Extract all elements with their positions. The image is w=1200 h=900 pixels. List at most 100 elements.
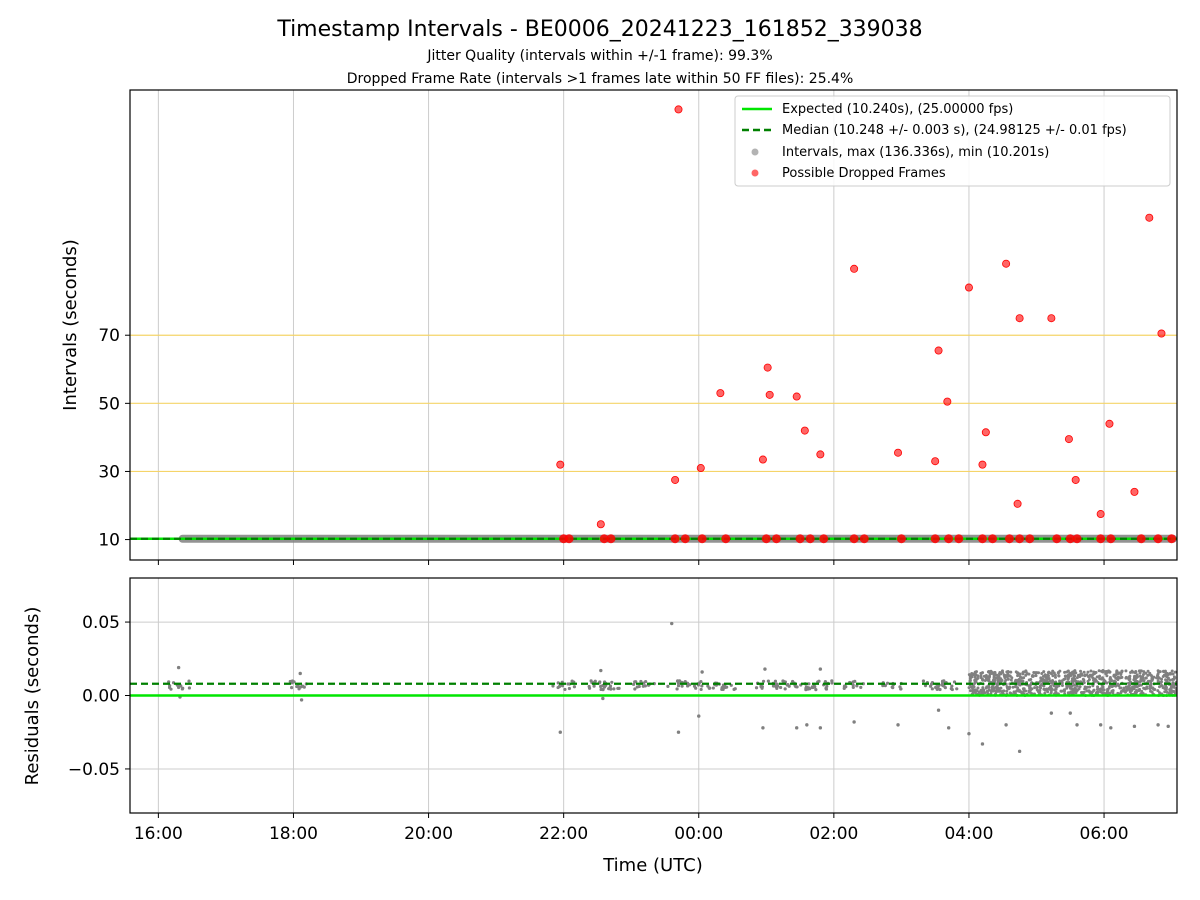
- residual-point: [1003, 673, 1007, 677]
- dropped-frame-point: [671, 475, 680, 484]
- residual-point: [1124, 675, 1128, 679]
- residual-point: [298, 671, 302, 676]
- residual-point: [634, 680, 638, 684]
- residual-point: [1138, 680, 1142, 684]
- dropped-frame-point: [758, 455, 767, 464]
- residual-point: [1017, 682, 1021, 686]
- residual-point: [1165, 690, 1169, 694]
- dropped-frame-point: [981, 428, 990, 437]
- residual-point: [1171, 672, 1175, 676]
- residual-point: [1063, 674, 1067, 678]
- residual-point: [1170, 669, 1174, 673]
- bottom-panel-ylabel: Residuals (seconds): [22, 607, 43, 786]
- legend-intervals-label: Intervals, max (136.336s), min (10.201s): [782, 145, 1049, 160]
- residual-point: [1097, 669, 1101, 673]
- residual-point: [1016, 686, 1020, 690]
- residual-point: [1017, 688, 1021, 692]
- residual-point: [973, 675, 977, 679]
- residual-point: [1071, 677, 1075, 681]
- residual-point: [1071, 670, 1075, 674]
- residual-point: [644, 680, 648, 684]
- dropped-frame-point: [894, 448, 903, 457]
- dropped-frame-point: [1052, 534, 1062, 544]
- residual-point: [1100, 676, 1104, 680]
- residual-point: [1172, 683, 1176, 687]
- residual-point: [1174, 686, 1177, 690]
- dropped-frame-point: [1013, 499, 1022, 508]
- residual-point: [1035, 688, 1039, 692]
- residual-point: [997, 676, 1001, 680]
- dropped-frame-point: [944, 534, 954, 544]
- dropped-frame-point: [670, 534, 680, 544]
- residual-point: [1155, 676, 1159, 680]
- residual-point: [774, 684, 778, 689]
- residual-point: [993, 679, 997, 683]
- dropped-frame-point: [1047, 314, 1056, 323]
- residual-point: [699, 680, 703, 684]
- residual-point: [971, 684, 975, 688]
- residual-point: [1118, 686, 1122, 690]
- residual-point: [1135, 689, 1139, 693]
- residual-point: [1083, 674, 1087, 678]
- residual-point: [1054, 687, 1058, 691]
- residual-point: [1149, 680, 1153, 684]
- dropped-frame-point: [721, 534, 731, 544]
- residual-point: [805, 723, 809, 727]
- residual-point: [976, 686, 980, 690]
- residual-point: [680, 684, 684, 688]
- residual-point: [697, 714, 701, 718]
- top-panel-axes: 10 30 50 70: [98, 326, 1105, 565]
- residual-point: [1098, 723, 1103, 727]
- residual-point: [1034, 674, 1038, 678]
- residual-point: [288, 679, 292, 684]
- dropped-frame-point: [795, 534, 805, 544]
- dropped-frame-point: [1072, 534, 1082, 544]
- residual-point: [992, 674, 996, 678]
- residual-point: [1164, 678, 1168, 682]
- bottom-y-tick-label: 0.05: [82, 613, 120, 633]
- residual-point: [818, 726, 823, 730]
- residual-point: [852, 720, 856, 724]
- residual-point: [1128, 689, 1132, 693]
- residual-point: [1123, 689, 1127, 693]
- residual-point: [1140, 689, 1144, 693]
- bottom-y-tick-label: 0.00: [82, 687, 120, 707]
- residual-point: [1046, 673, 1050, 677]
- residual-point: [787, 684, 791, 688]
- dropped-frame-point: [1167, 534, 1177, 544]
- residual-point: [592, 684, 596, 688]
- dropped-frame-point: [761, 534, 771, 544]
- residual-point: [720, 685, 724, 690]
- residual-point: [1163, 690, 1167, 694]
- residual-point: [295, 684, 299, 689]
- residual-point: [795, 726, 799, 730]
- dropped-frame-point: [716, 389, 725, 398]
- dropped-frame-point: [954, 534, 964, 544]
- residual-point: [1132, 724, 1137, 729]
- residual-point: [955, 687, 959, 691]
- residual-point: [1095, 690, 1099, 694]
- residual-point: [1075, 723, 1079, 727]
- residual-point: [1168, 688, 1172, 692]
- residual-point: [771, 684, 776, 688]
- residual-point: [1029, 678, 1033, 682]
- residual-point: [923, 684, 928, 688]
- residual-point: [936, 708, 941, 712]
- residual-point: [1042, 670, 1046, 674]
- residual-point: [567, 686, 572, 691]
- top-panel-ylabel: Intervals (seconds): [60, 239, 81, 411]
- residual-point: [1104, 670, 1108, 674]
- residual-point: [970, 671, 974, 675]
- residual-point: [187, 686, 192, 690]
- residual-point: [1027, 684, 1031, 688]
- residual-point: [995, 685, 999, 689]
- dropped-frame-point: [859, 534, 869, 544]
- residual-point: [1082, 670, 1086, 674]
- residual-point: [979, 688, 983, 692]
- residual-point: [1142, 679, 1146, 683]
- dropped-frame-point: [1105, 419, 1114, 428]
- residual-point: [601, 688, 605, 692]
- residual-point: [899, 687, 903, 691]
- residual-point: [851, 685, 855, 690]
- residual-point: [1063, 677, 1067, 681]
